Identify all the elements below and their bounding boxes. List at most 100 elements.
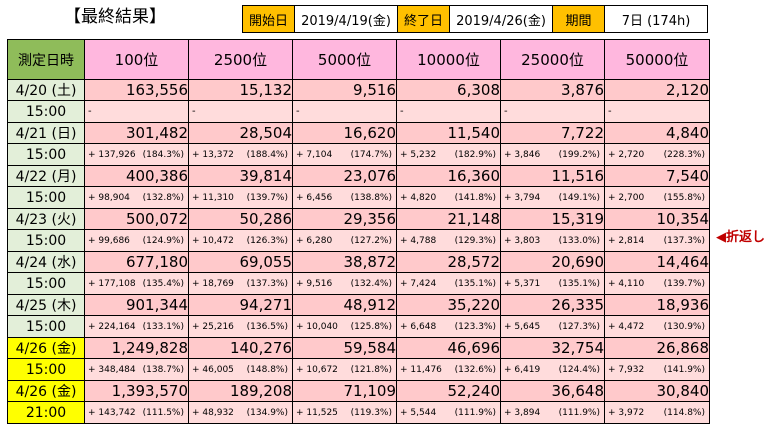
diff-amount: + 7,424 bbox=[400, 278, 437, 289]
value-cell: 500,072 bbox=[84, 208, 189, 230]
diff-percent: (121.8%) bbox=[350, 364, 392, 375]
date-cell: 4/23 (火) bbox=[7, 208, 85, 230]
value-cell: 28,572 bbox=[396, 251, 501, 273]
value-cell: 20,690 bbox=[500, 251, 605, 273]
end-date-value: 2019/4/26(金) bbox=[449, 5, 553, 33]
diff-percent: (133.1%) bbox=[142, 321, 184, 332]
diff-percent: (123.3%) bbox=[454, 321, 496, 332]
value-cell: 94,271 bbox=[188, 294, 293, 316]
table-row-diff: 15:00- - - - - - bbox=[7, 100, 710, 123]
diff-cell: + 143,742 (111.5%) bbox=[84, 401, 189, 424]
value-cell: 52,240 bbox=[396, 380, 501, 402]
diff-percent: (127.2%) bbox=[350, 235, 392, 246]
diff-percent: (141.8%) bbox=[454, 192, 496, 203]
diff-cell: + 11,476 (132.6%) bbox=[396, 358, 501, 381]
diff-cell: + 13,372 (188.4%) bbox=[188, 143, 293, 166]
table-row-diff: 15:00 + 348,484 (138.7%) + 46,005 (148.8%) + … bbox=[7, 358, 710, 381]
diff-amount: - bbox=[88, 105, 92, 117]
column-header: 10000位 bbox=[396, 39, 501, 80]
diff-cell: + 11,525 (119.3%) bbox=[292, 401, 397, 424]
table-row-diff: 15:00 + 99,686 (124.9%) + 10,472 (126.3%) + 6… bbox=[7, 229, 710, 252]
date-cell: 4/22 (月) bbox=[7, 165, 85, 187]
diff-amount: - bbox=[192, 105, 196, 117]
column-header: 25000位 bbox=[500, 39, 605, 80]
diff-percent: (149.1%) bbox=[558, 192, 600, 203]
diff-percent: (111.5%) bbox=[142, 407, 184, 418]
diff-percent: (228.3%) bbox=[663, 149, 705, 160]
value-cell: 30,840 bbox=[604, 380, 710, 402]
value-cell: 23,076 bbox=[292, 165, 397, 187]
diff-amount: - bbox=[504, 105, 508, 117]
value-cell: 50,286 bbox=[188, 208, 293, 230]
value-cell: 11,516 bbox=[500, 165, 605, 187]
value-cell: 18,936 bbox=[604, 294, 710, 316]
value-cell: 3,876 bbox=[500, 79, 605, 101]
diff-cell: - bbox=[604, 100, 710, 123]
date-cell: 4/21 (日) bbox=[7, 122, 85, 144]
start-date-value: 2019/4/19(金) bbox=[294, 5, 398, 33]
value-cell: 16,360 bbox=[396, 165, 501, 187]
value-cell: 26,335 bbox=[500, 294, 605, 316]
diff-amount: + 5,371 bbox=[504, 278, 541, 289]
diff-cell: + 6,456 (138.8%) bbox=[292, 186, 397, 209]
diff-cell: - bbox=[292, 100, 397, 123]
diff-cell: + 11,310 (139.7%) bbox=[188, 186, 293, 209]
value-cell: 163,556 bbox=[84, 79, 189, 101]
diff-cell: + 98,904 (132.8%) bbox=[84, 186, 189, 209]
table-row: 4/24 (水) 677,180 69,055 38,872 28,572 20,690 1… bbox=[7, 251, 710, 273]
table-row-diff: 15:00 + 98,904 (132.8%) + 11,310 (139.7%) + 6… bbox=[7, 186, 710, 209]
diff-cell: + 4,788 (129.3%) bbox=[396, 229, 501, 252]
table-row: 4/26 (金) 1,249,828 140,276 59,584 46,696 32,7… bbox=[7, 337, 710, 359]
diff-amount: + 5,544 bbox=[400, 407, 437, 418]
time-cell: 15:00 bbox=[7, 229, 85, 252]
diff-cell: + 10,672 (121.8%) bbox=[292, 358, 397, 381]
value-cell: 1,249,828 bbox=[84, 337, 189, 359]
value-cell: 46,696 bbox=[396, 337, 501, 359]
start-date-label: 開始日 bbox=[242, 5, 295, 33]
diff-cell: + 3,972 (114.8%) bbox=[604, 401, 710, 424]
value-cell: 35,220 bbox=[396, 294, 501, 316]
diff-cell: + 46,005 (148.8%) bbox=[188, 358, 293, 381]
table-row-diff: 15:00 + 224,164 (133.1%) + 25,216 (136.5%) + … bbox=[7, 315, 710, 338]
column-header: 5000位 bbox=[292, 39, 397, 80]
diff-percent: (141.9%) bbox=[663, 364, 705, 375]
diff-cell: + 5,371 (135.1%) bbox=[500, 272, 605, 295]
value-cell: 11,540 bbox=[396, 122, 501, 144]
diff-percent: (119.3%) bbox=[350, 407, 392, 418]
value-cell: 10,354 bbox=[604, 208, 710, 230]
diff-cell: - bbox=[396, 100, 501, 123]
diff-percent: (199.2%) bbox=[558, 149, 600, 160]
value-cell: 32,754 bbox=[500, 337, 605, 359]
diff-cell: + 5,645 (127.3%) bbox=[500, 315, 605, 338]
diff-amount: - bbox=[608, 105, 612, 117]
value-cell: 189,208 bbox=[188, 380, 293, 402]
diff-amount: + 4,472 bbox=[608, 321, 645, 332]
diff-percent: (132.6%) bbox=[454, 364, 496, 375]
value-cell: 400,386 bbox=[84, 165, 189, 187]
value-cell: 38,872 bbox=[292, 251, 397, 273]
diff-percent: (184.3%) bbox=[142, 149, 184, 160]
table-row: 4/25 (木) 901,344 94,271 48,912 35,220 26,335 1… bbox=[7, 294, 710, 316]
value-cell: 301,482 bbox=[84, 122, 189, 144]
diff-cell: + 348,484 (138.7%) bbox=[84, 358, 189, 381]
value-cell: 16,620 bbox=[292, 122, 397, 144]
diff-amount: + 2,700 bbox=[608, 192, 645, 203]
value-cell: 28,504 bbox=[188, 122, 293, 144]
diff-amount: + 348,484 bbox=[88, 364, 136, 375]
diff-cell: + 7,424 (135.1%) bbox=[396, 272, 501, 295]
diff-amount: + 25,216 bbox=[192, 321, 234, 332]
time-cell: 15:00 bbox=[7, 315, 85, 338]
table-row-diff: 21:00 + 143,742 (111.5%) + 48,932 (134.9%) + … bbox=[7, 401, 710, 424]
value-cell: 7,540 bbox=[604, 165, 710, 187]
diff-cell: + 6,648 (123.3%) bbox=[396, 315, 501, 338]
date-cell: 4/26 (金) bbox=[7, 380, 85, 402]
time-cell: 15:00 bbox=[7, 143, 85, 166]
time-cell: 21:00 bbox=[7, 401, 85, 424]
diff-amount: + 4,820 bbox=[400, 192, 437, 203]
value-cell: 21,148 bbox=[396, 208, 501, 230]
diff-cell: + 7,104 (174.7%) bbox=[292, 143, 397, 166]
diff-cell: + 7,932 (141.9%) bbox=[604, 358, 710, 381]
diff-amount: + 224,164 bbox=[88, 321, 136, 332]
diff-cell: + 3,894 (111.9%) bbox=[500, 401, 605, 424]
diff-cell: + 99,686 (124.9%) bbox=[84, 229, 189, 252]
